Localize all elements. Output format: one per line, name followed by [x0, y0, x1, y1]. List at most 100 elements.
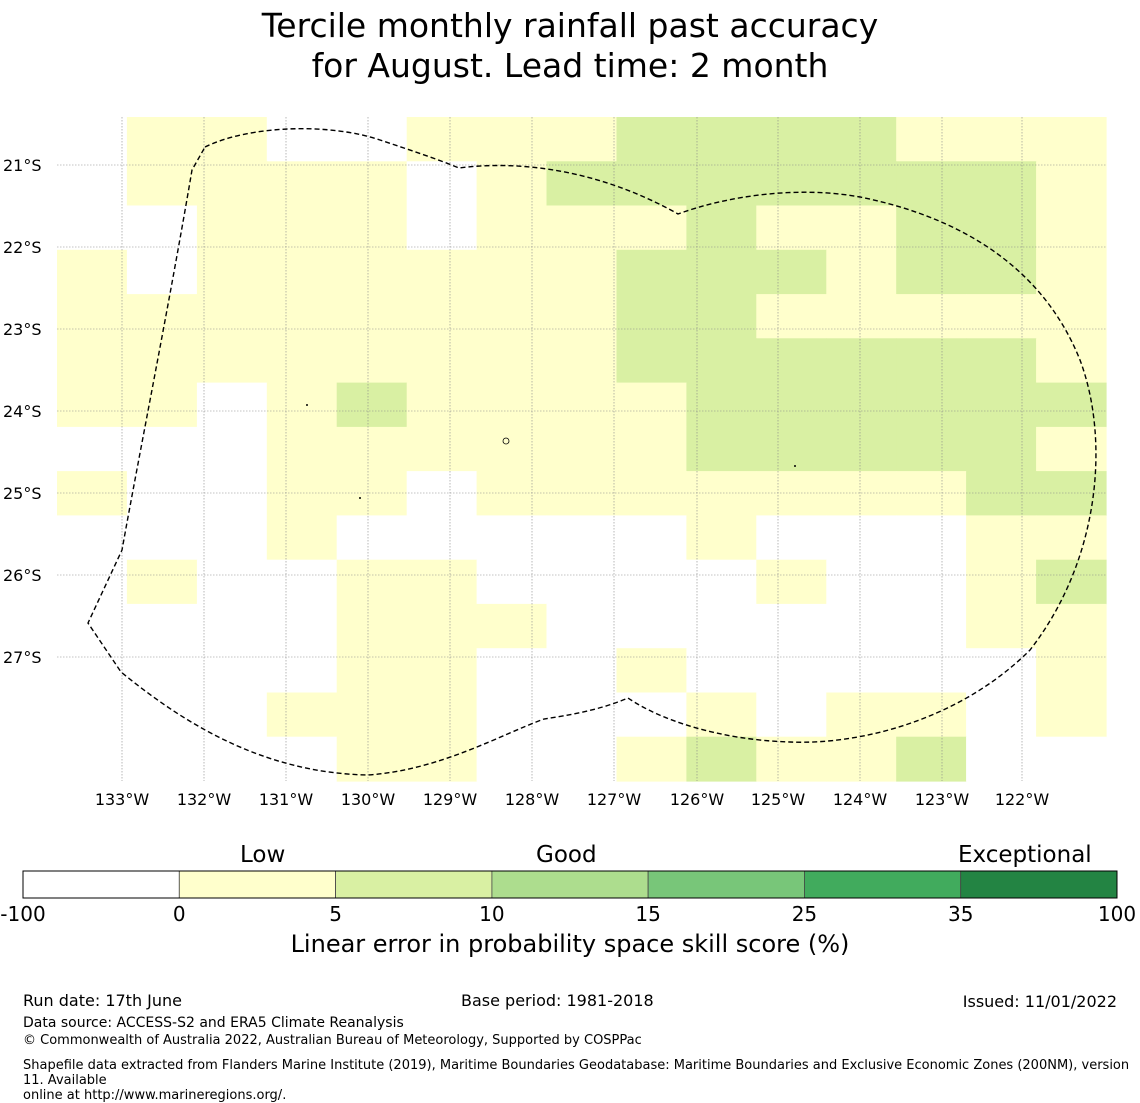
- grid-cell: [336, 471, 408, 516]
- colorbar-segment: [491, 870, 649, 899]
- longitude-label: 129°W: [423, 790, 478, 809]
- grid-cell: [1036, 205, 1107, 251]
- latitude-label: 24°S: [3, 402, 42, 421]
- longitude-label: 125°W: [751, 790, 806, 809]
- grid-cell: [686, 161, 757, 207]
- grid-cell: [686, 294, 757, 339]
- data-source: Data source: ACCESS-S2 and ERA5 Climate …: [23, 1015, 404, 1031]
- grid-cell: [756, 426, 827, 472]
- grid-cell: [406, 559, 478, 605]
- colorbar-tick-label: 10: [479, 902, 505, 926]
- grid-cell: [266, 294, 338, 339]
- grid-cell: [686, 249, 757, 295]
- longitude-label: 126°W: [670, 790, 725, 809]
- run-date: Run date: 17th June: [23, 991, 183, 1010]
- grid-cell: [546, 249, 617, 295]
- grid-cell: [57, 736, 128, 782]
- grid-cell: [476, 559, 548, 605]
- colorbar-label: Linear error in probability space skill …: [290, 930, 850, 958]
- grid-cell: [126, 736, 198, 782]
- grid-cell: [1036, 692, 1107, 738]
- grid-cell: [266, 338, 338, 384]
- grid-cell: [686, 117, 757, 162]
- grid-cell: [126, 603, 198, 649]
- grid-cell: [57, 426, 128, 472]
- grid-cell: [336, 205, 408, 251]
- grid-cell: [196, 205, 268, 251]
- grid-cell: [966, 559, 1037, 605]
- island-outline: [306, 404, 308, 406]
- grid-cell: [966, 294, 1037, 339]
- grid-cell: [196, 338, 268, 384]
- grid-cell: [57, 559, 128, 605]
- longitude-label: 123°W: [915, 790, 970, 809]
- grid-cell: [546, 117, 617, 162]
- issued-date: Issued: 11/01/2022: [962, 992, 1117, 1011]
- grid-cell: [406, 471, 478, 516]
- latitude-label: 26°S: [3, 566, 42, 585]
- grid-cell: [476, 117, 548, 162]
- grid-cell: [896, 338, 967, 384]
- grid-cell: [686, 471, 757, 516]
- grid-cell: [336, 249, 408, 295]
- grid-cell: [126, 294, 198, 339]
- grid-cell: [266, 603, 338, 649]
- grid-cell: [196, 559, 268, 605]
- grid-cell: [336, 338, 408, 384]
- grid-cell: [196, 294, 268, 339]
- grid-cell: [476, 603, 548, 649]
- grid-cell: [966, 471, 1037, 516]
- grid-cell: [196, 692, 268, 738]
- grid-cell: [686, 426, 757, 472]
- grid-cell: [546, 161, 617, 207]
- grid-cell: [406, 648, 478, 694]
- grid-cell: [266, 648, 338, 694]
- grid-cell: [546, 338, 617, 384]
- grid-cell: [266, 382, 338, 428]
- grid-cell: [826, 692, 897, 738]
- grid-cell: [756, 648, 827, 694]
- grid-cell: [546, 648, 617, 694]
- grid-cell: [126, 692, 198, 738]
- grid-cell: [546, 603, 617, 649]
- grid-cell: [546, 426, 617, 472]
- colorbar-tick-label: 5: [329, 902, 342, 926]
- colorbar-tick-label: 0: [172, 902, 186, 926]
- grid-cell: [406, 603, 478, 649]
- grid-cell: [686, 648, 757, 694]
- grid-cell: [476, 338, 548, 384]
- island-outline: [359, 497, 361, 499]
- grid-cell: [1036, 382, 1107, 428]
- grid-cell: [896, 205, 967, 251]
- grid-cell: [896, 294, 967, 339]
- grid-cell: [196, 382, 268, 428]
- grid-cell: [686, 559, 757, 605]
- colorbar-segment: [178, 870, 337, 899]
- grid-cell: [826, 426, 897, 472]
- grid-cell: [756, 294, 827, 339]
- grid-cell: [826, 382, 897, 428]
- grid-cell: [826, 161, 897, 207]
- grid-cell: [826, 294, 897, 339]
- grid-cell: [266, 736, 338, 782]
- grid-cell: [126, 426, 198, 472]
- grid-cell: [476, 736, 548, 782]
- grid-cell: [826, 249, 897, 295]
- grid-cell: [616, 249, 687, 295]
- grid-cell: [476, 426, 548, 472]
- colorbar-tick-label: 35: [947, 902, 974, 926]
- colorbar-category-low: Low: [240, 842, 286, 868]
- grid-cell: [896, 648, 967, 694]
- colorbar-segments: [22, 870, 1118, 899]
- grid-cell: [616, 205, 687, 251]
- grid-cell: [406, 249, 478, 295]
- grid-cell: [686, 603, 757, 649]
- grid-cell: [966, 692, 1037, 738]
- grid-cell: [896, 736, 967, 782]
- grid-cell: [126, 559, 198, 605]
- grid-cell: [616, 471, 687, 516]
- grid-cell: [266, 205, 338, 251]
- grid-cell: [756, 249, 827, 295]
- grid-cell: [966, 603, 1037, 649]
- longitude-labels: 133°W 132°W 131°W 130°W 129°W 128°W 127°W 126°W…: [95, 790, 1050, 809]
